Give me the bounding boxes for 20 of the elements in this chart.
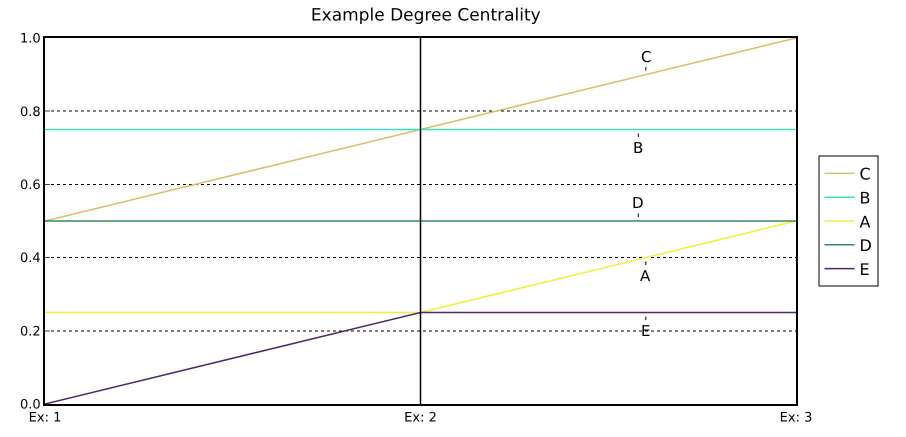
legend-label: C: [860, 164, 871, 184]
legend-label: A: [860, 212, 871, 232]
x-tick-label: Ex: 2: [404, 410, 437, 426]
chart-title: Example Degree Centrality: [310, 6, 541, 26]
legend-label: E: [860, 260, 870, 279]
y-tick-label: 0.2: [20, 324, 41, 340]
y-tick-label: 0.6: [20, 178, 41, 193]
y-tick-label: 0.4: [20, 251, 41, 266]
legend-label: B: [860, 188, 871, 208]
text: B: [633, 139, 644, 157]
text: D: [632, 194, 644, 212]
y-tick-label: 0.0: [20, 398, 41, 413]
text: C: [641, 48, 652, 66]
text: E: [641, 322, 650, 340]
x-tick-label: Ex: 1: [28, 410, 62, 426]
x-tick-label: Ex: 3: [780, 410, 812, 426]
y-tick-label: 0.8: [20, 104, 41, 120]
y-tick-label: 1.0: [20, 32, 41, 47]
legend-label: D: [860, 236, 872, 256]
text: A: [640, 267, 650, 285]
